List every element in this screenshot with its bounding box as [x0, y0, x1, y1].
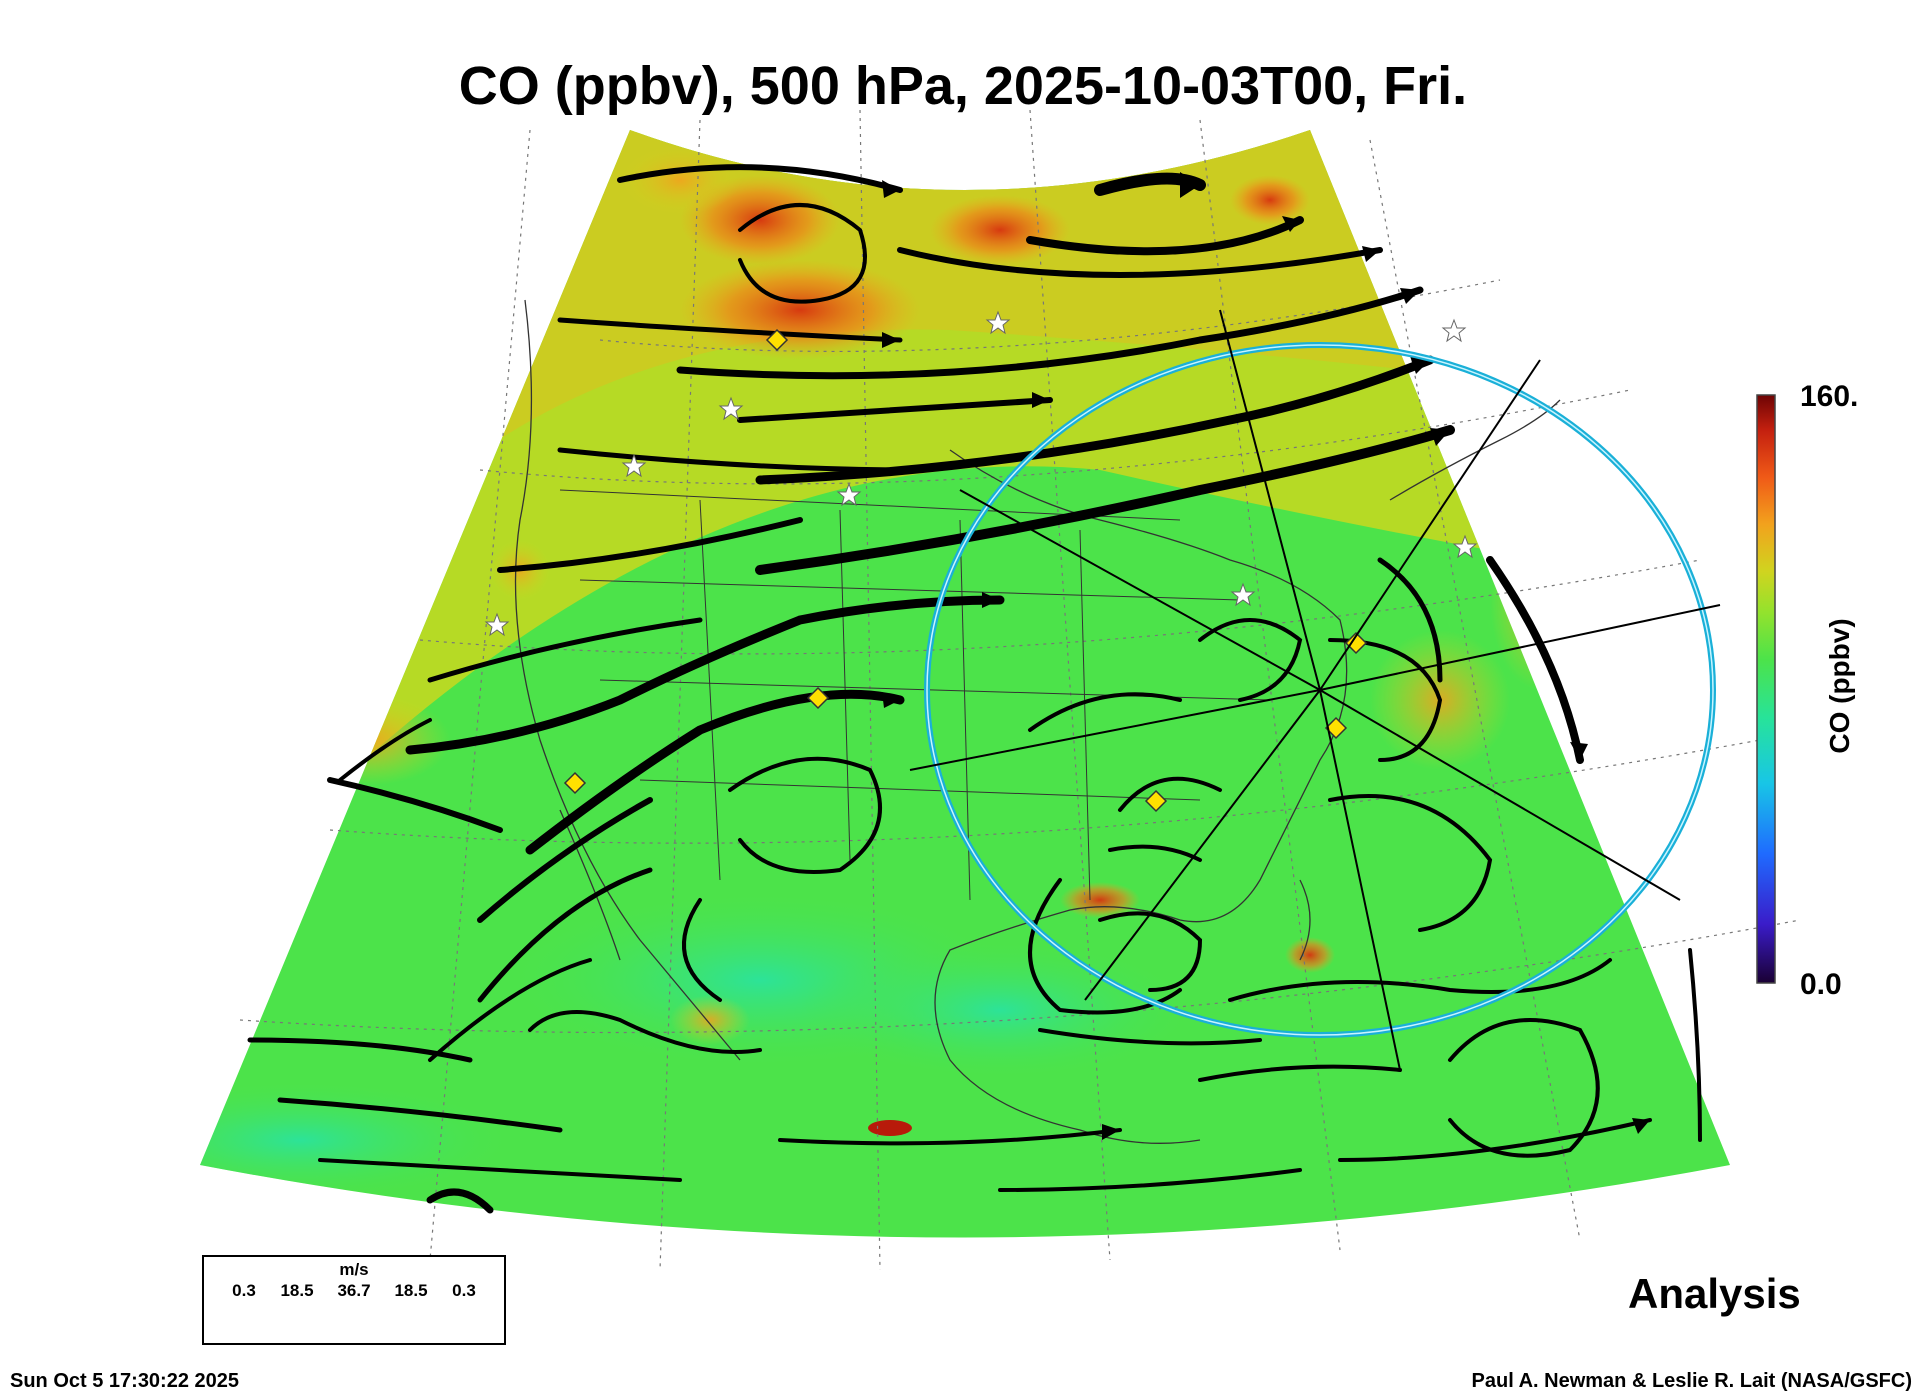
arrow-head — [1102, 1124, 1120, 1140]
arrow-head — [1570, 742, 1588, 760]
legend-speed-label: 18.5 — [394, 1281, 428, 1300]
streamline — [1228, 958, 1612, 1002]
streamline — [405, 595, 1005, 755]
site-markers — [563, 328, 1368, 813]
streamline — [1198, 1064, 1402, 1082]
star-marker — [718, 396, 744, 421]
streamline — [497, 517, 803, 573]
legend-unit: m/s — [339, 1260, 369, 1279]
coastlines — [514, 299, 1561, 1144]
star-marker — [1230, 582, 1256, 607]
streamline — [755, 425, 1455, 575]
star-marker — [1441, 318, 1467, 343]
colorbar-axis-label: CO (ppbv) — [1824, 618, 1855, 754]
arrow-head — [1362, 246, 1380, 262]
arrow-head — [982, 592, 1000, 608]
diamond-marker — [563, 771, 587, 795]
star-marker — [985, 310, 1011, 335]
star-marker — [621, 453, 647, 478]
arrow-head — [1632, 1118, 1650, 1134]
streamline — [728, 756, 882, 874]
streamline — [327, 777, 503, 833]
star-markers — [484, 310, 1478, 637]
wind-streamlines — [247, 164, 1702, 1214]
graticule — [239, 109, 1801, 1271]
streamline — [557, 317, 903, 343]
streamline — [755, 355, 1435, 485]
streamline — [318, 1158, 682, 1182]
streamline — [1198, 618, 1303, 702]
streamline — [737, 397, 1053, 423]
streamline — [1328, 794, 1493, 932]
legend-speed-label: 36.7 — [337, 1281, 371, 1300]
streamline — [428, 958, 592, 1062]
arrow-head — [882, 332, 900, 348]
streamline — [1108, 844, 1202, 862]
generation-timestamp: Sun Oct 5 17:30:22 2025 — [10, 1370, 240, 1392]
radial-lines — [909, 309, 1721, 1071]
star-marker — [1452, 534, 1478, 559]
streamline — [477, 867, 653, 1003]
streamline — [528, 1010, 762, 1054]
streamline — [525, 689, 905, 855]
streamline — [682, 898, 722, 1002]
streamline — [778, 1128, 1122, 1146]
wind-speed-legend: m/s 0.3 18.5 36.7 18.5 0.3 — [202, 1255, 506, 1345]
arrow-head — [1400, 288, 1420, 304]
arrow-head — [1032, 392, 1050, 408]
run-type-label: Analysis — [1628, 1270, 1801, 1317]
star-marker — [484, 612, 510, 637]
streamline — [1026, 216, 1304, 256]
legend-speed-label: 0.3 — [452, 1281, 476, 1300]
diamond-marker — [765, 328, 789, 352]
streamline — [277, 1097, 563, 1133]
streamline — [1338, 1118, 1652, 1162]
streamline — [1377, 557, 1443, 683]
star-marker — [836, 482, 862, 507]
streamline — [1098, 911, 1203, 992]
streamline — [676, 286, 1424, 380]
colorbar-min-label: 0.0 — [1800, 968, 1842, 1001]
colorbar-max-label: 160. — [1800, 380, 1859, 413]
diamond-marker — [1344, 631, 1368, 655]
arrow-head — [1430, 428, 1450, 446]
streamline — [247, 1037, 473, 1063]
streamline — [426, 1188, 494, 1214]
streamline — [427, 617, 703, 683]
streamline — [1028, 692, 1182, 732]
distance-ring — [924, 342, 1716, 1038]
streamline — [1038, 1028, 1262, 1046]
arrow-head — [1180, 172, 1200, 198]
streamline — [338, 718, 432, 782]
page-title: CO (ppbv), 500 hPa, 2025-10-03T00, Fri. — [458, 56, 1468, 116]
streamline — [1688, 948, 1702, 1142]
streamline — [617, 164, 903, 193]
colorbar — [1756, 394, 1776, 984]
streamline — [998, 1168, 1302, 1192]
legend-speed-label: 0.3 — [232, 1281, 256, 1300]
diamond-marker — [1324, 716, 1348, 740]
streamline — [1118, 776, 1222, 812]
credit-line: Paul A. Newman & Leslie R. Lait (NASA/GS… — [1471, 1370, 1912, 1392]
streamline — [1486, 556, 1584, 764]
arrow-head — [882, 692, 900, 708]
streamline — [738, 203, 867, 304]
legend-speed-label: 18.5 — [280, 1281, 314, 1300]
arrow-head — [1282, 216, 1300, 232]
streamline — [897, 247, 1383, 278]
streamline — [1448, 1018, 1600, 1158]
streamline — [477, 797, 653, 923]
diamond-marker — [1144, 789, 1168, 813]
diamond-marker — [806, 686, 830, 710]
streamline — [1328, 638, 1443, 762]
arrow-head — [882, 180, 900, 198]
